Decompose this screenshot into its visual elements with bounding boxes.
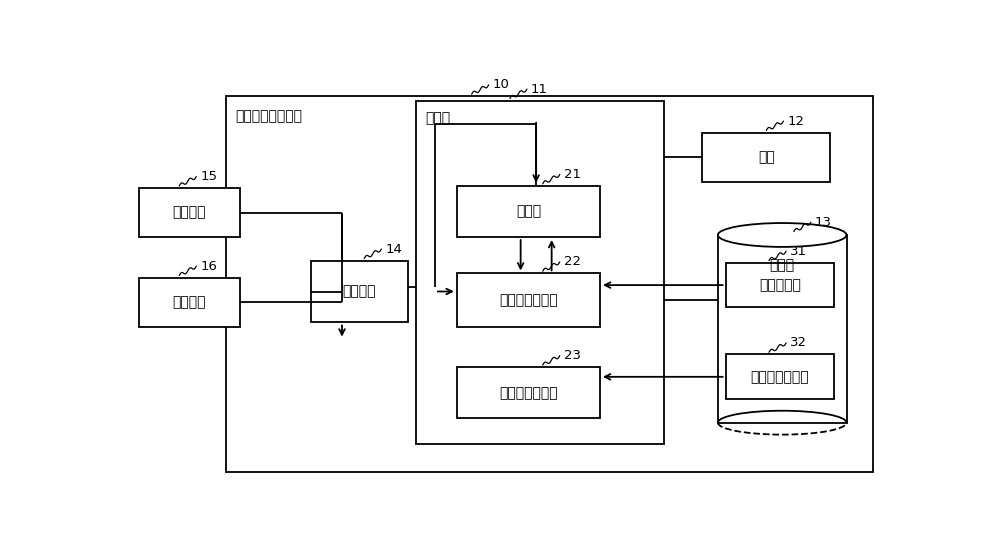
Text: 存储器: 存储器 — [770, 258, 795, 273]
Text: 设备特性保存部: 设备特性保存部 — [751, 370, 809, 384]
Text: 14: 14 — [385, 243, 402, 255]
Text: 处理器: 处理器 — [425, 111, 450, 125]
Text: 模块保存部: 模块保存部 — [759, 278, 801, 292]
Bar — [139, 188, 240, 237]
Text: 显示装置: 显示装置 — [173, 295, 206, 309]
Bar — [726, 263, 834, 307]
Text: 23: 23 — [564, 349, 581, 362]
Text: 31: 31 — [790, 245, 807, 258]
Text: 10: 10 — [493, 78, 509, 91]
Bar — [311, 260, 408, 322]
Text: 32: 32 — [790, 336, 807, 350]
Text: 13: 13 — [815, 216, 832, 229]
Text: 15: 15 — [200, 170, 217, 183]
Text: 输入装置: 输入装置 — [173, 206, 206, 219]
Ellipse shape — [718, 223, 847, 247]
Text: 16: 16 — [200, 260, 217, 273]
Bar — [726, 355, 834, 399]
Text: 内存: 内存 — [758, 150, 775, 164]
Bar — [457, 273, 600, 327]
Bar — [416, 101, 664, 444]
Bar — [139, 278, 240, 327]
Text: 21: 21 — [564, 168, 581, 181]
Text: 图像处理辅助装置: 图像处理辅助装置 — [235, 109, 302, 123]
Text: 11: 11 — [531, 83, 548, 96]
Text: 通信接口: 通信接口 — [343, 285, 376, 299]
Bar — [457, 367, 600, 418]
Text: 引擎特性取得部: 引擎特性取得部 — [499, 293, 558, 307]
Bar — [226, 96, 873, 472]
Text: 计算部: 计算部 — [516, 204, 541, 218]
Text: 设备特性取得部: 设备特性取得部 — [499, 386, 558, 400]
Bar — [718, 235, 847, 423]
Bar — [702, 132, 830, 182]
Bar — [457, 186, 600, 237]
Bar — [719, 234, 846, 236]
Text: 12: 12 — [787, 115, 804, 127]
Text: 22: 22 — [564, 255, 581, 268]
